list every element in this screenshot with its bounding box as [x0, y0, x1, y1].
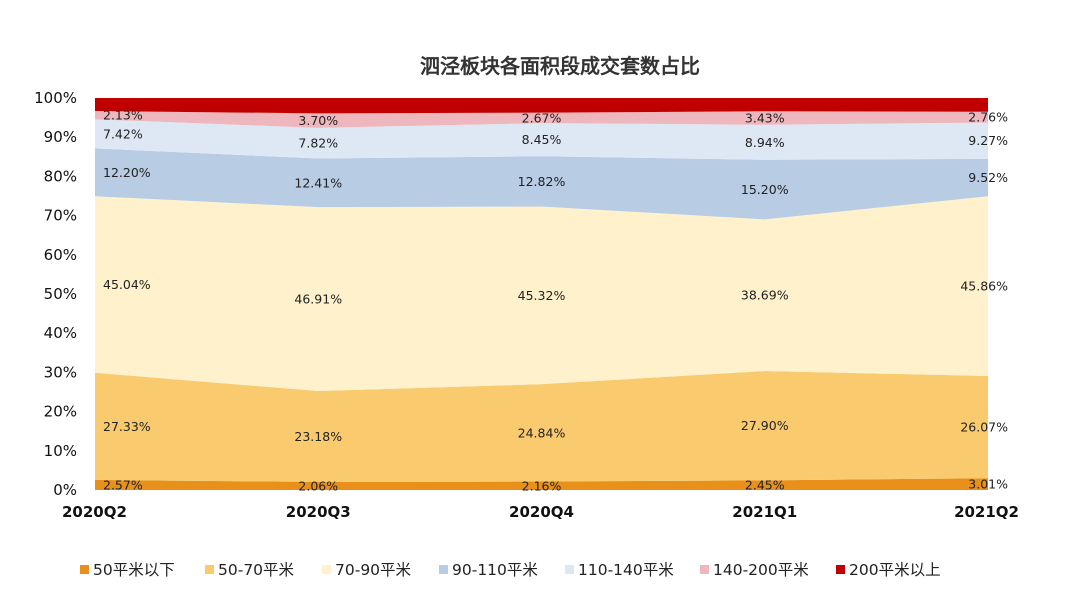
legend-swatch — [700, 565, 709, 574]
legend-label: 200平米以上 — [849, 561, 941, 579]
data-label: 2.67% — [522, 110, 562, 125]
data-label: 46.91% — [294, 292, 342, 307]
data-label: 2.76% — [968, 110, 1008, 125]
legend-swatch — [565, 565, 574, 574]
data-label: 23.18% — [294, 429, 342, 444]
data-label: 8.45% — [522, 132, 562, 147]
data-label: 2.57% — [103, 477, 143, 492]
data-label: 7.42% — [103, 126, 143, 141]
legend-item: 50-70平米 — [205, 561, 294, 579]
data-label: 9.27% — [968, 133, 1008, 148]
legend-item: 90-110平米 — [439, 561, 538, 579]
legend-label: 90-110平米 — [452, 561, 538, 579]
legend-swatch — [836, 565, 845, 574]
data-label: 3.43% — [745, 111, 785, 126]
legend-swatch — [322, 565, 331, 574]
data-label: 27.90% — [741, 418, 789, 433]
y-tick-label: 50% — [44, 285, 77, 303]
legend: 50平米以下 50-70平米 70-90平米 90-110平米 110-140平米 140… — [80, 561, 941, 579]
data-label: 12.20% — [103, 165, 151, 180]
data-label: 7.82% — [298, 136, 338, 151]
legend-item: 70-90平米 — [322, 561, 411, 579]
data-label: 38.69% — [741, 288, 789, 303]
legend-label: 140-200平米 — [713, 561, 809, 579]
y-tick-label: 100% — [34, 89, 77, 107]
area-series-5 — [95, 119, 988, 160]
data-labels: 2.57% 2.06% 2.16% 2.45% 3.01% 27.33% 23.18% 24.… — [103, 108, 1008, 494]
y-tick-label: 80% — [44, 167, 77, 185]
data-label: 8.94% — [745, 135, 785, 150]
area-series-4 — [95, 148, 988, 220]
x-axis-ticks: 2020Q2 2020Q3 2020Q4 2021Q1 2021Q2 — [62, 503, 1019, 521]
legend-swatch — [205, 565, 214, 574]
data-label: 12.82% — [518, 174, 566, 189]
legend-label: 50平米以下 — [93, 561, 175, 579]
x-tick-label: 2020Q4 — [509, 503, 574, 521]
area-series-6 — [95, 110, 988, 128]
data-label: 2.16% — [522, 478, 562, 493]
area-series-2 — [95, 371, 988, 482]
legend-item: 200平米以上 — [836, 561, 941, 579]
legend-item: 110-140平米 — [565, 561, 674, 579]
data-label: 45.32% — [518, 288, 566, 303]
legend-item: 50平米以下 — [80, 561, 175, 579]
y-tick-label: 90% — [44, 128, 77, 146]
data-label: 45.04% — [103, 277, 151, 292]
legend-swatch — [80, 565, 89, 574]
data-label: 24.84% — [518, 425, 566, 440]
data-label: 27.33% — [103, 419, 151, 434]
legend-label: 50-70平米 — [218, 561, 294, 579]
legend-swatch — [439, 565, 448, 574]
x-tick-label: 2021Q2 — [954, 503, 1019, 521]
chart-title: 泗泾板块各面积段成交套数占比 — [420, 54, 700, 78]
data-label: 2.45% — [745, 478, 785, 493]
data-label: 45.86% — [960, 279, 1008, 294]
data-label: 12.41% — [294, 175, 342, 190]
y-tick-label: 40% — [44, 324, 77, 342]
area-layers — [95, 98, 988, 490]
area-series-3 — [95, 196, 988, 392]
legend-item: 140-200平米 — [700, 561, 809, 579]
data-label: 3.70% — [298, 113, 338, 128]
data-label: 15.20% — [741, 182, 789, 197]
data-label: 2.13% — [103, 108, 143, 123]
y-tick-label: 0% — [53, 481, 77, 499]
data-label: 9.52% — [968, 170, 1008, 185]
y-tick-label: 20% — [44, 403, 77, 421]
data-label: 3.01% — [968, 477, 1008, 492]
legend-label: 110-140平米 — [578, 561, 674, 579]
area-series-7 — [95, 98, 988, 114]
y-axis-ticks: 0% 10% 20% 30% 40% 50% 60% 70% 80% 90% 100% — [34, 89, 77, 499]
data-label: 2.06% — [298, 478, 338, 493]
area-series-1 — [95, 478, 988, 490]
y-tick-label: 60% — [44, 246, 77, 264]
x-tick-label: 2021Q1 — [732, 503, 797, 521]
x-tick-label: 2020Q3 — [286, 503, 351, 521]
x-tick-label: 2020Q2 — [62, 503, 127, 521]
y-tick-label: 30% — [44, 363, 77, 381]
data-label: 26.07% — [960, 420, 1008, 435]
legend-label: 70-90平米 — [335, 561, 411, 579]
y-tick-label: 70% — [44, 207, 77, 225]
y-tick-label: 10% — [44, 442, 77, 460]
